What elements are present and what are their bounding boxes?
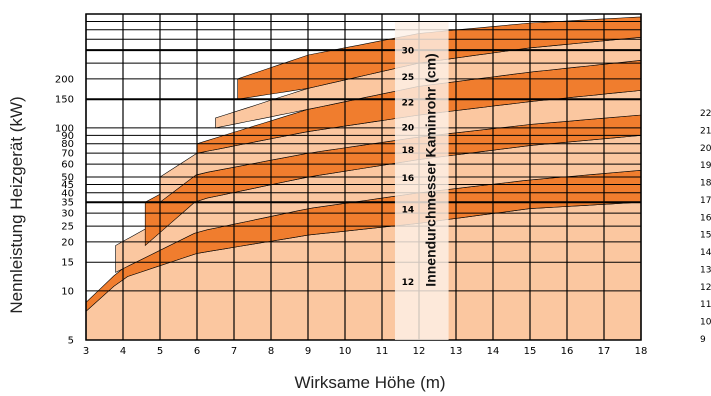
y-tick-label: 35	[61, 198, 74, 209]
y-tick-label: 40	[61, 188, 74, 199]
right-edge-label: 15	[700, 231, 711, 241]
x-tick-label: 3	[83, 346, 89, 357]
band-label-16: 16	[402, 174, 415, 184]
x-tick-label: 13	[450, 346, 463, 357]
band-label-18: 18	[402, 146, 415, 156]
band-label-20: 20	[402, 124, 415, 134]
right-edge-label: 18	[700, 179, 711, 189]
right-edge-label: 11	[700, 300, 711, 310]
diameter-overlay-strip	[394, 22, 449, 340]
x-tick-label: 5	[157, 346, 163, 357]
y-tick-label: 15	[61, 258, 74, 269]
y-tick-label: 30	[61, 209, 74, 220]
x-tick-label: 15	[524, 346, 537, 357]
y-tick-label: 50	[61, 173, 74, 184]
grid-layer	[85, 13, 642, 341]
right-edge-label: 16	[700, 213, 711, 223]
y-tick-label: 100	[55, 123, 74, 134]
x-tick-label: 14	[487, 346, 500, 357]
right-edge-label: 20	[700, 144, 711, 154]
right-edge-label: 17	[700, 196, 711, 206]
band-label-22: 22	[402, 99, 415, 109]
right-edge-label: 21	[700, 126, 711, 136]
right-edge-label: 14	[700, 248, 711, 258]
right-edge-label: 19	[700, 161, 711, 171]
x-tick-label: 4	[120, 346, 126, 357]
x-tick-label: 11	[376, 346, 389, 357]
y-tick-label: 60	[61, 160, 74, 171]
x-tick-label: 7	[231, 346, 237, 357]
x-tick-label: 18	[635, 346, 648, 357]
band-label-25: 25	[402, 73, 415, 83]
right-edge-label: 9	[700, 335, 706, 345]
right-edge-label: 13	[700, 265, 711, 275]
right-edge-label: 22	[700, 109, 711, 119]
y-tick-label: 25	[61, 222, 74, 233]
x-tick-label: 6	[194, 346, 200, 357]
band-label-12: 12	[402, 278, 415, 288]
plot-frame	[85, 13, 642, 341]
y-tick-label: 150	[55, 95, 74, 106]
y-tick-label: 5	[68, 336, 74, 347]
right-edge-label: 10	[700, 318, 711, 328]
x-tick-label: 16	[561, 346, 574, 357]
y-tick-label: 45	[61, 180, 74, 191]
y-tick-label: 80	[61, 139, 74, 150]
y-tick-label: 70	[61, 149, 74, 160]
y-tick-label: 90	[61, 131, 74, 142]
y-tick-label: 200	[55, 74, 74, 85]
y-tick-label: 20	[61, 237, 74, 248]
y-tick-label: 10	[61, 286, 74, 297]
band-label-30: 30	[402, 47, 415, 57]
x-axis-title: Wirksame Höhe (m)	[294, 373, 445, 392]
x-tick-label: 9	[305, 346, 311, 357]
band-label-14: 14	[402, 205, 415, 215]
x-tick-label: 12	[413, 346, 426, 357]
x-tick-label: 10	[339, 346, 352, 357]
x-tick-label: 8	[268, 346, 274, 357]
label-layer: 12 14 16 18 20 22 25 30 Innendurchmesser Kaminro…	[402, 47, 439, 289]
right-edge-label: 12	[700, 283, 711, 293]
tick-layer: 3 4 5 6 7 8 9 10 11 12 13 14 15 16 17 18510152025303540…	[55, 74, 711, 357]
x-tick-label: 17	[598, 346, 611, 357]
diameter-overlay-label: Innendurchmesser Kaminrohr (cm)	[423, 53, 439, 286]
y-axis-title: Nennleistung Heizgerät (kW)	[7, 96, 26, 313]
overlay-layer	[394, 22, 449, 340]
